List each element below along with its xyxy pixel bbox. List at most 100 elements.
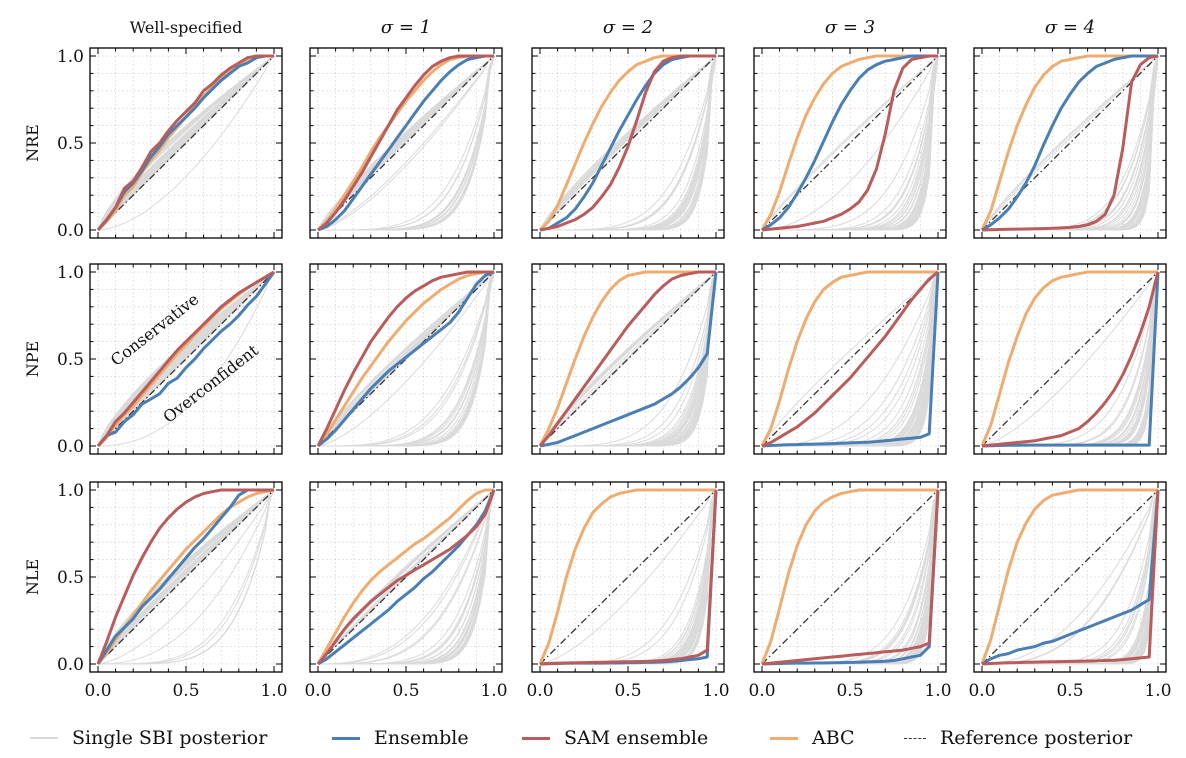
curves <box>980 270 1160 448</box>
y-tick-label: 0.0 <box>57 437 84 457</box>
ensemble-curve <box>539 271 718 448</box>
column-title-1: Well-specified <box>130 18 243 37</box>
single-sbi-curve <box>539 55 717 231</box>
single-sbi-curve <box>981 55 1159 231</box>
legend-swatch-single <box>30 737 58 739</box>
x-tick-label: 1.0 <box>260 681 287 701</box>
y-tick-label: 0.5 <box>57 134 84 154</box>
legend-swatch-abc <box>770 736 798 740</box>
ensemble-curve <box>317 54 494 232</box>
single-sbi-curve <box>97 489 275 665</box>
reference-posterior-line <box>981 489 1159 665</box>
reference-posterior-line <box>317 55 495 231</box>
legend-label: Reference posterior <box>940 727 1133 749</box>
panel-nre-5: σ = 4 <box>973 17 1167 239</box>
curves <box>316 270 495 448</box>
legend-swatch-reference <box>904 737 926 739</box>
x-tick-label: 0.0 <box>304 681 331 701</box>
reference-posterior-line <box>761 55 939 231</box>
reference-posterior-line <box>97 271 275 447</box>
ensemble-curve <box>96 54 274 231</box>
x-tick-label: 0.0 <box>526 681 553 701</box>
ensemble-curve <box>761 489 940 666</box>
calibration-figure: 0.0 0.5 1.0 NRE Well-specified σ = 1 σ = 2 σ = … <box>23 17 1172 701</box>
curves <box>96 488 275 665</box>
panel-nle-3: 0.0 0.5 1.0 <box>526 481 730 701</box>
single-sbi-curve <box>318 489 495 665</box>
column-title-5: σ = 4 <box>1045 17 1095 38</box>
panel-nre-2: σ = 1 <box>309 17 503 239</box>
panel-npe-2 <box>309 263 503 455</box>
x-tick-label: 0.5 <box>392 681 419 701</box>
single-sbi-curve <box>762 55 939 231</box>
ensemble-curve <box>761 271 940 448</box>
column-title-2: σ = 1 <box>381 17 431 38</box>
legend-swatch-sam <box>522 736 550 740</box>
panel-nre-1: 0.0 0.5 1.0 NRE Well-specified <box>23 18 283 241</box>
reference-posterior-line <box>761 489 939 665</box>
legend-item-abc: ABC <box>770 724 855 752</box>
sam-ensemble-curve <box>761 54 938 232</box>
legend-item-ensemble: Ensemble <box>332 724 469 752</box>
sam-ensemble-curve <box>96 270 275 447</box>
panel-nle-2: 0.0 0.5 1.0 <box>304 481 508 701</box>
abc-curve <box>538 270 716 447</box>
single-sbi-curve <box>317 55 495 231</box>
single-sbi-curve <box>97 489 275 665</box>
single-sbi-curve <box>317 271 495 447</box>
single-sbi-curve <box>539 271 717 447</box>
x-tick-label: 1.0 <box>1144 681 1171 701</box>
y-tick-label: 1.0 <box>57 263 84 283</box>
single-sbi-curve <box>540 55 717 231</box>
y-tick-label: 0.0 <box>57 655 84 675</box>
reference-posterior-line <box>97 55 275 231</box>
curves <box>980 488 1160 666</box>
single-sbi-curve <box>539 55 717 231</box>
sam-ensemble-curve <box>96 54 274 231</box>
abc-curve <box>316 488 494 665</box>
x-tick-label: 0.0 <box>968 681 995 701</box>
x-tick-label: 1.0 <box>702 681 729 701</box>
panel-npe-5 <box>973 263 1167 455</box>
curves <box>538 488 718 666</box>
y-tick-label: 0.0 <box>57 221 84 241</box>
sam-ensemble-curve <box>538 270 716 447</box>
single-sbi-curve <box>98 271 275 447</box>
abc-curve <box>980 270 1158 447</box>
reference-posterior-line <box>761 271 939 447</box>
single-sbi-curve <box>981 271 1159 447</box>
panel-nre-4: σ = 3 <box>753 17 947 239</box>
legend-label: Ensemble <box>374 727 469 749</box>
single-sbi-curve <box>98 489 275 665</box>
panel-nle-4: 0.0 0.5 1.0 <box>748 481 952 701</box>
legend-item-reference: Reference posterior <box>904 724 1132 752</box>
column-title-4: σ = 3 <box>825 17 875 38</box>
abc-curve <box>316 270 494 447</box>
single-sbi-curve <box>761 55 939 231</box>
single-sbi-curve <box>761 271 939 447</box>
x-tick-label: 0.5 <box>1056 681 1083 701</box>
row-label-nre: NRE <box>23 124 42 162</box>
ensemble-curve <box>761 54 938 232</box>
curves <box>96 270 276 448</box>
x-tick-label: 0.5 <box>614 681 641 701</box>
single-sbi-curve <box>317 55 495 231</box>
single-sbi-curve <box>539 489 717 665</box>
reference-posterior-line <box>539 489 717 665</box>
reference-posterior-line <box>317 489 495 665</box>
ensemble-curve <box>317 270 495 448</box>
single-sbi-curve <box>97 55 275 231</box>
y-tick-label: 0.5 <box>57 350 84 370</box>
single-sbi-curve <box>317 271 495 447</box>
curves <box>980 54 1159 232</box>
sam-ensemble-curve <box>981 271 1160 448</box>
panel-nle-5: 0.0 0.5 1.0 <box>968 481 1172 701</box>
single-sbi-curve <box>318 489 495 665</box>
column-title-3: σ = 2 <box>603 17 653 38</box>
curves <box>316 488 496 666</box>
panel-npe-3 <box>531 263 725 455</box>
y-tick-label: 0.5 <box>57 568 84 588</box>
single-sbi-curve <box>318 55 495 231</box>
curves <box>538 54 717 232</box>
reference-posterior-line <box>539 55 717 231</box>
